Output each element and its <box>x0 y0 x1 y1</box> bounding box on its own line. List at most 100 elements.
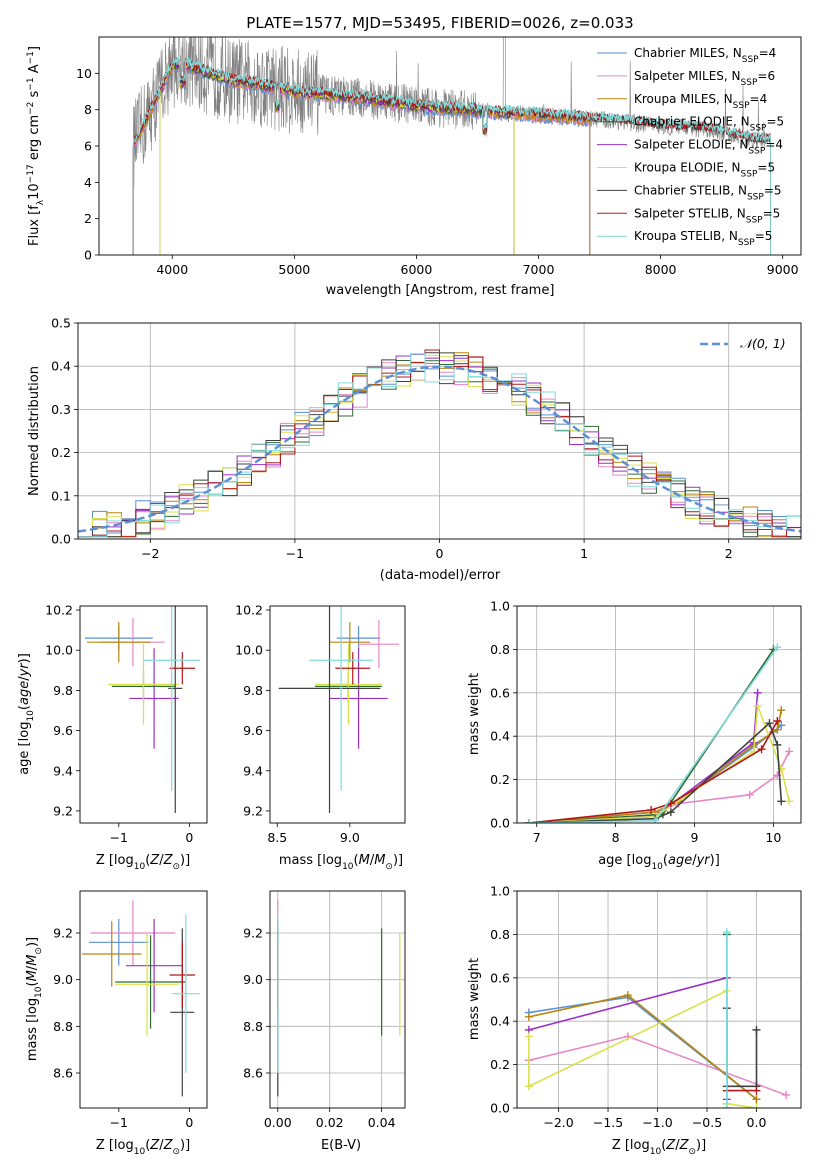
y-tick-label: 0.6 <box>490 685 510 700</box>
series-point <box>647 805 656 814</box>
y-tick-label: 0.2 <box>490 1057 510 1072</box>
errorbar-chabrier-stelib <box>168 606 183 813</box>
x-tick-label: 4000 <box>156 262 188 277</box>
x-tick-label: 0.00 <box>264 1115 292 1130</box>
y-tick-label: 0.4 <box>490 1014 510 1029</box>
y-tick-label: 9.8 <box>243 683 263 698</box>
plot-area <box>517 891 801 1108</box>
chart-spectrum: 4000 5000 6000 7000 8000 9000 0 2 4 6 8 10 Chabrier … <box>26 36 802 298</box>
y-tick-label: 1.0 <box>490 599 510 614</box>
x-tick-label: 6000 <box>401 262 433 277</box>
series-kroupa-stelib <box>524 643 782 823</box>
x-tick-label: 8.5 <box>267 830 287 845</box>
series-point <box>524 1082 533 1091</box>
y-tick-label: 0.8 <box>490 642 510 657</box>
series-point <box>773 740 782 749</box>
y-axis-label: Flux [fλ10−17 erg cm−2 s−1 A−1] <box>26 46 46 246</box>
x-axis-label: E(B-V) <box>321 1138 361 1153</box>
chart-normed: −2 −1 0 1 2 0.0 0.1 0.2 0.3 0.4 0.5 𝒩(0, 1) (data-mo… <box>27 316 802 583</box>
series-line <box>528 721 783 823</box>
y-axis-label: mass weight <box>467 673 482 755</box>
series-point <box>777 797 786 806</box>
y-tick-label: 9.2 <box>243 803 263 818</box>
ticks: 4000 5000 6000 7000 8000 9000 0 2 4 6 8 10 <box>76 66 799 277</box>
y-tick-label: 9.2 <box>53 926 73 941</box>
errorbar-salpeter-miles <box>90 900 176 966</box>
legend-label: Salpeter MILES, NSSP=6 <box>634 69 775 88</box>
ticks: 0.00 0.02 0.04 8.6 8.8 9.0 9.2 <box>243 926 395 1131</box>
y-tick-label: 10.0 <box>235 643 263 658</box>
series-point <box>777 706 786 715</box>
grid <box>517 891 801 1108</box>
model-spectrum-kroupa-stelib <box>132 56 771 255</box>
series-line <box>528 705 790 823</box>
ticks: −2 −1 0 1 2 0.0 0.1 0.2 0.3 0.4 0.5 <box>51 316 733 562</box>
gaussian-curve <box>78 365 801 533</box>
grid <box>517 606 801 823</box>
errorbar-salpeter-miles <box>358 620 400 669</box>
y-tick-label: 0.6 <box>490 970 510 985</box>
x-tick-label: 7 <box>533 830 541 845</box>
series-point <box>752 1086 761 1095</box>
y-tick-label: 4 <box>84 175 92 190</box>
errorbar-kroupa-miles <box>87 622 151 663</box>
series-point <box>524 1032 533 1041</box>
figure-title: PLATE=1577, MJD=53495, FIBERID=0026, z=0… <box>246 14 633 32</box>
legend-label: Kroupa MILES, NSSP=4 <box>634 92 767 111</box>
y-tick-label: 9.0 <box>53 972 73 987</box>
series-point <box>745 790 754 799</box>
y-tick-label: 8.8 <box>53 1019 73 1034</box>
y-tick-label: 9.2 <box>53 803 73 818</box>
x-tick-label: 0.0 <box>747 1115 767 1130</box>
ticks: 8.5 9.0 9.2 9.4 9.6 9.8 10.0 10.2 <box>235 603 360 845</box>
x-axis-label: mass [log10(M/M⊙)] <box>279 853 403 872</box>
errorbar-kroupa-stelib <box>143 606 200 791</box>
plot-area <box>78 323 801 539</box>
errorbar-salpeter-elodie <box>125 919 183 1013</box>
ticks: 7 8 9 10 0.0 0.2 0.4 0.6 0.8 1.0 <box>490 599 781 846</box>
errorbar-salpeter-stelib <box>169 652 196 685</box>
y-axis-label: mass weight <box>467 958 482 1040</box>
y-tick-label: 9.4 <box>53 763 73 778</box>
errorbar-kroupa-stelib <box>171 914 200 1073</box>
axes-frame <box>516 605 802 824</box>
y-tick-label: 0.1 <box>51 488 71 503</box>
x-tick-label: −1.5 <box>593 1115 623 1130</box>
y-tick-label: 0.8 <box>490 927 510 942</box>
x-axis-label: (data-model)/error <box>380 568 501 583</box>
series-line <box>528 692 759 823</box>
plot-area <box>517 606 801 823</box>
legend-label: Kroupa ELODIE, NSSP=5 <box>634 161 775 180</box>
y-tick-label: 9.0 <box>243 972 263 987</box>
x-axis-label: Z [log10(Z/Z⊙)] <box>96 1138 190 1157</box>
legend-label: Chabrier MILES, NSSP=4 <box>634 46 776 65</box>
legend-label: 𝒩(0, 1) <box>740 336 786 351</box>
x-axis-label: wavelength [Angstrom, rest frame] <box>326 283 555 298</box>
series-kroupa-elodie <box>524 986 761 1108</box>
series-point <box>752 1104 761 1108</box>
x-tick-label: 8 <box>612 830 620 845</box>
observed-spectrum <box>132 37 771 188</box>
legend-label: Kroupa STELIB, NSSP=5 <box>634 229 772 248</box>
legend: 𝒩(0, 1) <box>700 336 786 351</box>
x-tick-label: 5000 <box>278 262 310 277</box>
x-tick-label: 2 <box>725 546 733 561</box>
y-tick-label: 6 <box>84 139 92 154</box>
legend-label: Salpeter ELODIE, NSSP=4 <box>634 138 783 157</box>
x-tick-label: −1 <box>110 1115 128 1130</box>
y-tick-label: 0.0 <box>51 532 71 547</box>
errorbar-chabrier-elodie <box>115 935 186 1029</box>
axes-frame <box>79 890 208 1109</box>
errorbar-salpeter-elodie <box>129 648 179 749</box>
series-point <box>753 701 762 710</box>
y-tick-label: 8 <box>84 102 92 117</box>
errorbar-kroupa-elodie <box>115 933 179 1036</box>
errorbar-kroupa-miles <box>82 921 142 987</box>
ticks: −2.0 −1.5 −1.0 −0.5 0.0 0.0 0.2 0.4 0.6 0.8 1.0 <box>490 884 766 1131</box>
y-tick-label: 0.2 <box>490 772 510 787</box>
y-tick-label: 8.6 <box>243 1066 263 1081</box>
y-tick-label: 8.8 <box>243 1019 263 1034</box>
series-point <box>753 688 762 697</box>
chart-weight_Z: −2.0 −1.5 −1.0 −0.5 0.0 0.0 0.2 0.4 0.6 0.8 1.0 Z [… <box>467 884 802 1157</box>
y-tick-label: 10 <box>76 66 92 81</box>
